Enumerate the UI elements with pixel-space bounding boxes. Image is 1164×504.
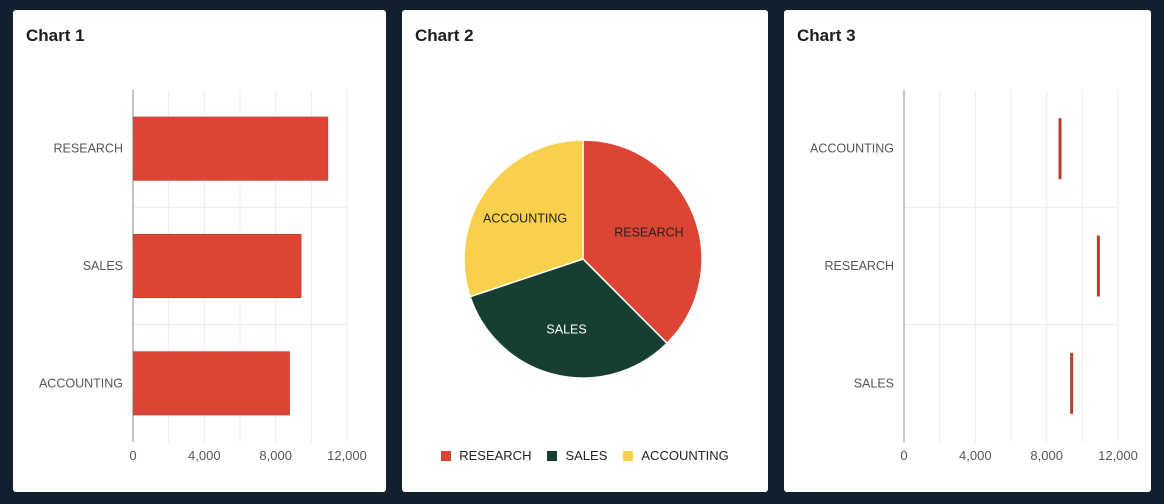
chart-3-category-label-accounting: ACCOUNTING bbox=[810, 142, 894, 156]
chart-2-slice-label-sales: SALES bbox=[546, 322, 586, 336]
chart-2-pie-chart: RESEARCH SALES ACCOUNTING bbox=[463, 139, 703, 379]
chart-1-bar-accounting bbox=[133, 351, 290, 416]
chart-2-slice-label-research: RESEARCH bbox=[614, 226, 683, 240]
chart-1-bar-sales bbox=[133, 234, 302, 298]
chart-2-slice-research bbox=[582, 139, 703, 345]
chart-2-legend-item-sales: SALES bbox=[547, 448, 607, 463]
chart-2-legend-label-sales: SALES bbox=[565, 448, 608, 463]
chart-card-3: Chart 3 0 4,000 8,000 12,000 ACCOUNTING RESEA… bbox=[784, 10, 1151, 492]
chart-2-legend-label-research: RESEARCH bbox=[459, 448, 532, 463]
chart-1-category-label-research: RESEARCH bbox=[54, 142, 123, 156]
chart-2-slice-label-accounting: ACCOUNTING bbox=[483, 211, 567, 225]
chart-2-slice-accounting bbox=[463, 139, 584, 298]
chart-1-title: Chart 1 bbox=[26, 26, 85, 45]
chart-1-x-tick-label: 8,000 bbox=[259, 448, 292, 463]
chart-3-x-tick-label: 8,000 bbox=[1030, 448, 1063, 463]
chart-2-legend-item-accounting: ACCOUNTING bbox=[623, 448, 729, 463]
chart-2-legend-swatch-sales bbox=[547, 450, 558, 461]
chart-3-x-tick-label: 0 bbox=[900, 448, 907, 463]
chart-1-category-label-sales: SALES bbox=[83, 259, 123, 273]
chart-card-2: Chart 2 RESEARCH SALES ACCOUNTING RESEARCH… bbox=[402, 10, 768, 492]
chart-1-x-tick-label: 12,000 bbox=[327, 448, 367, 463]
chart-3-x-tick-label: 12,000 bbox=[1098, 448, 1138, 463]
chart-1-category-label-accounting: ACCOUNTING bbox=[39, 376, 123, 390]
chart-2-legend-label-accounting: ACCOUNTING bbox=[641, 448, 729, 463]
chart-2-legend: RESEARCH SALES ACCOUNTING bbox=[402, 448, 768, 463]
chart-2-legend-item-research: RESEARCH bbox=[441, 448, 531, 463]
chart-3-marker-chart: 0 4,000 8,000 12,000 ACCOUNTING RESEARCH SALES bbox=[810, 90, 1138, 463]
chart-1-x-tick-label: 4,000 bbox=[188, 448, 221, 463]
chart-1-x-tick-label: 0 bbox=[129, 448, 136, 463]
chart-3-title: Chart 3 bbox=[797, 26, 856, 45]
chart-2-legend-swatch-accounting bbox=[623, 450, 634, 461]
chart-1-bar-research bbox=[133, 116, 329, 181]
chart-3-x-tick-label: 4,000 bbox=[959, 448, 992, 463]
chart-2-slice-sales bbox=[469, 258, 669, 379]
chart-2-legend-swatch-research bbox=[441, 450, 452, 461]
chart-card-1: Chart 1 0 4,000 8,000 12,000 RESEARCH SALES AC… bbox=[13, 10, 386, 492]
chart-3-category-label-sales: SALES bbox=[854, 376, 894, 390]
chart-2-title: Chart 2 bbox=[415, 26, 474, 45]
chart-3-category-label-research: RESEARCH bbox=[825, 259, 894, 273]
chart-1-bar-chart: 0 4,000 8,000 12,000 RESEARCH SALES ACCOUNTING bbox=[39, 90, 367, 463]
